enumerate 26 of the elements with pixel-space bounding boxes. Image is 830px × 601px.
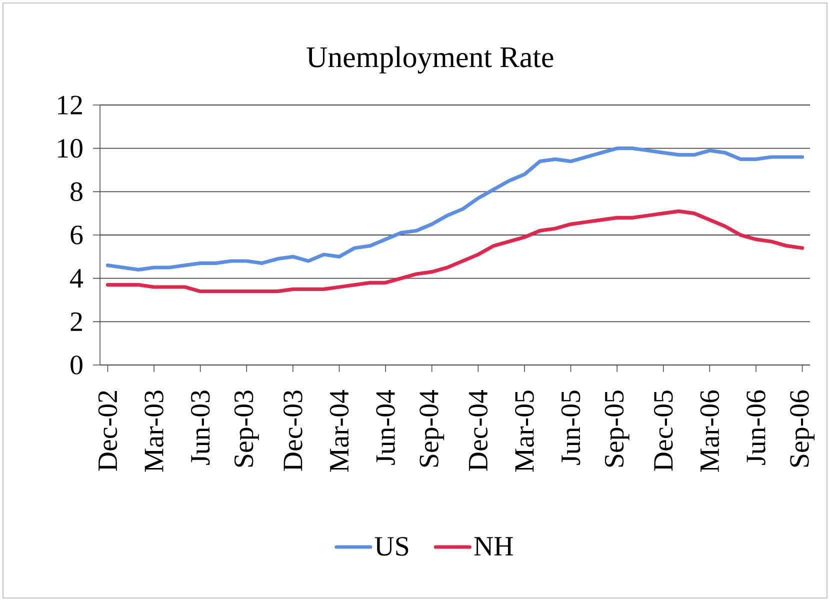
y-tick-label: 2 — [70, 312, 82, 331]
chart-title: Unemployment Rate — [306, 46, 554, 74]
legend-label: NH — [474, 537, 513, 556]
x-tick-label: Jun-03 — [190, 390, 210, 465]
x-tick-label: Sep-06 — [790, 390, 815, 467]
x-tick-label: Dec-02 — [98, 391, 118, 471]
x-tick-label: Jun-05 — [561, 390, 580, 465]
legend-label: US — [374, 537, 408, 556]
x-tick-label: Sep-03 — [234, 390, 259, 467]
x-tick-label: Jun-04 — [376, 390, 395, 465]
y-tick-label: 12 — [58, 96, 82, 114]
x-tick-label: Dec-05 — [654, 390, 673, 471]
x-tick-label: Mar-06 — [700, 390, 720, 472]
y-tick-label: 0 — [70, 356, 82, 374]
y-tick-label: 8 — [70, 182, 82, 202]
x-tick-label: Mar-03 — [144, 390, 164, 472]
y-tick-label: 10 — [58, 138, 82, 158]
x-tick-label: Dec-03 — [284, 390, 302, 471]
x-tick-label: Dec-04 — [468, 390, 488, 471]
x-tick-label: Sep-04 — [420, 390, 444, 467]
x-tick-label: Sep-05 — [604, 390, 630, 467]
x-tick-label: Mar-05 — [515, 390, 534, 472]
y-tick-label: 4 — [70, 269, 84, 288]
x-tick-label: Jun-06 — [746, 390, 766, 465]
y-tick-label: 6 — [70, 226, 83, 244]
x-tick-label: Mar-04 — [330, 390, 349, 472]
